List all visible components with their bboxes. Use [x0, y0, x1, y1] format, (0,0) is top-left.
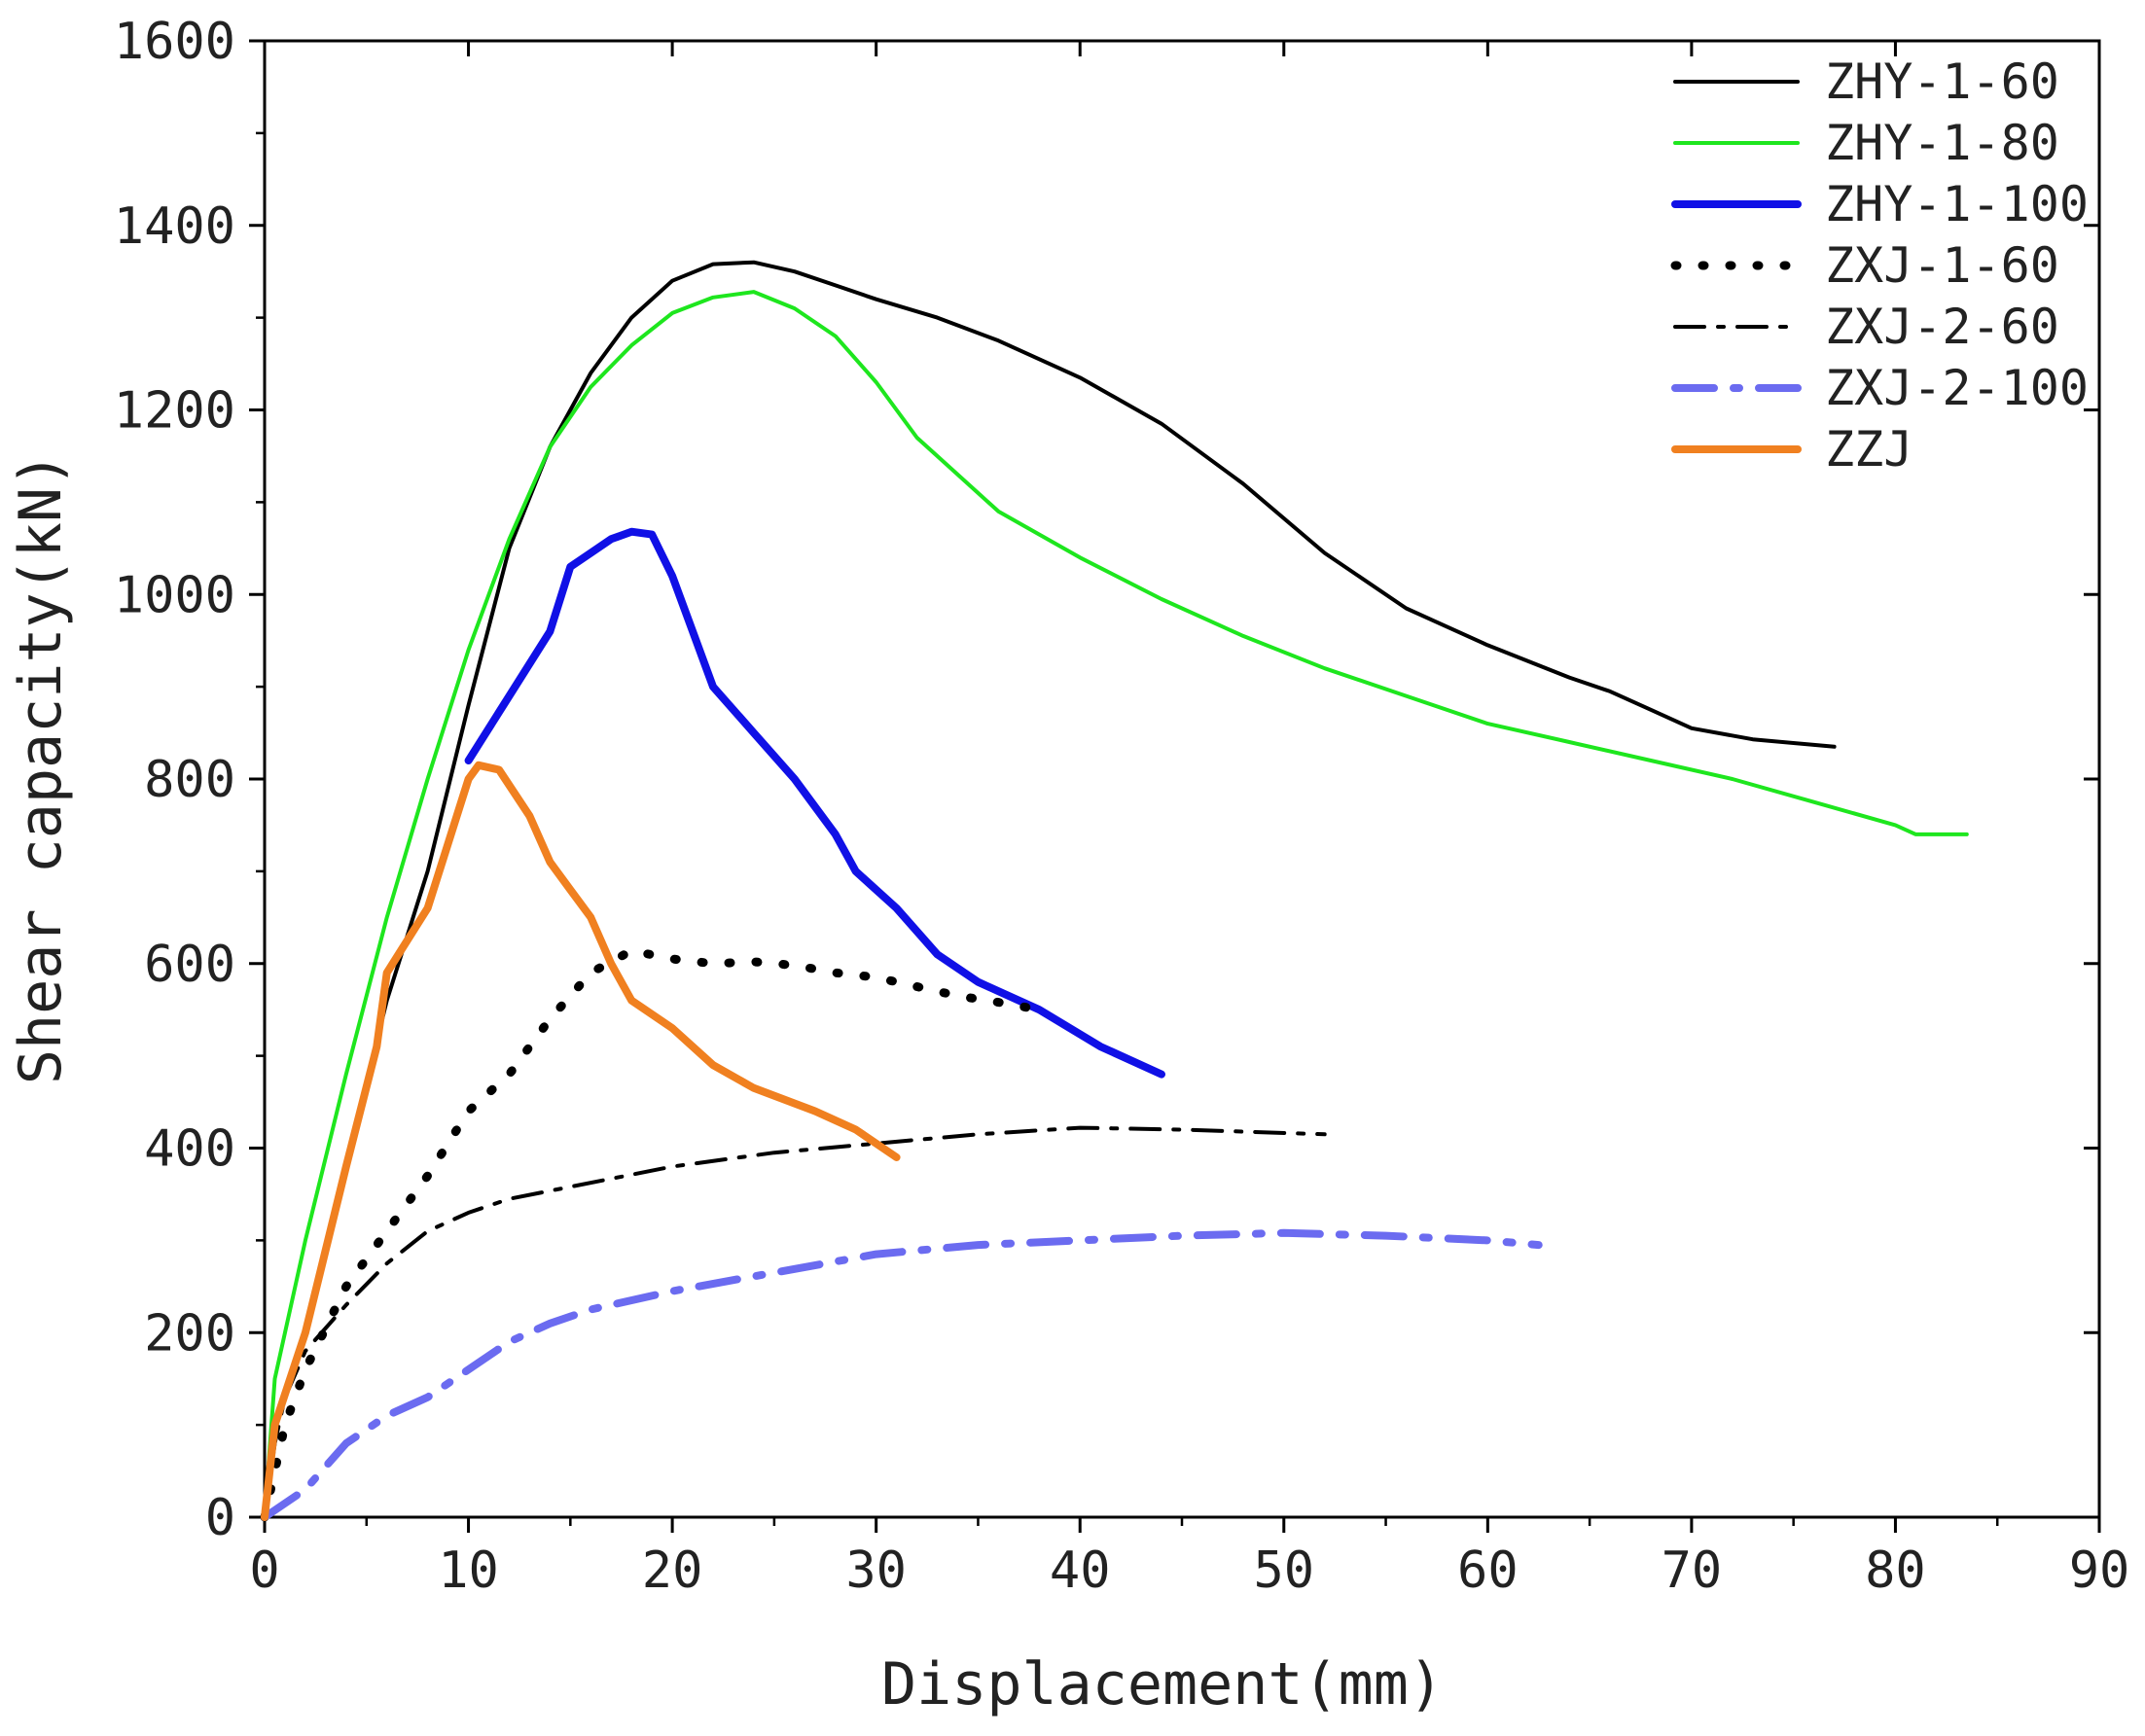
x-tick-label: 70 — [1662, 1541, 1723, 1600]
legend-label-zxj-2-60: ZXJ-2-60 — [1825, 299, 2059, 355]
y-tick-label: 200 — [144, 1304, 235, 1363]
x-tick-label: 10 — [438, 1541, 499, 1600]
legend-label-zzj: ZZJ — [1825, 421, 1913, 478]
legend-label-zhy-1-100: ZHY-1-100 — [1825, 176, 2089, 232]
legend: ZHY-1-60ZHY-1-80ZHY-1-100ZXJ-1-60ZXJ-2-6… — [1670, 53, 2089, 478]
x-axis-title: Displacement(mm) — [881, 1650, 1444, 1718]
y-tick-label: 600 — [144, 936, 235, 994]
y-tick-label: 1000 — [114, 566, 235, 624]
series-line-zxj-2-60 — [263, 1125, 1327, 1519]
x-tick-label: 60 — [1457, 1541, 1519, 1600]
y-tick-label: 1400 — [114, 197, 235, 256]
series-line-zhy-1-60 — [263, 260, 1837, 1519]
y-axis-title: Shear capacity(kN) — [7, 452, 75, 1084]
legend-label-zxj-2-100: ZXJ-2-100 — [1825, 360, 2089, 416]
series-line-zxj-2-100 — [261, 1228, 1543, 1521]
x-tick-label: 20 — [642, 1541, 703, 1600]
y-tick-label: 800 — [144, 751, 235, 809]
x-tick-label: 50 — [1253, 1541, 1314, 1600]
series-layer — [260, 260, 1969, 1522]
x-tick-label: 30 — [845, 1541, 907, 1600]
y-tick-label: 400 — [144, 1120, 235, 1179]
series-line-zxj-1-60 — [260, 946, 1044, 1522]
x-tick-label: 40 — [1050, 1541, 1111, 1600]
series-line-zzj — [261, 761, 901, 1521]
y-tick-label: 1600 — [114, 13, 235, 71]
x-tick-label: 90 — [2069, 1541, 2130, 1600]
y-tick-label: 1200 — [114, 382, 235, 441]
x-tick-label: 0 — [249, 1541, 279, 1600]
legend-label-zhy-1-80: ZHY-1-80 — [1825, 115, 2059, 171]
series-line-zhy-1-100 — [464, 527, 1165, 1079]
ticks: 0 10 20 30 40 50 60 70 80 90 0 200 400 600 800 1000 1200… — [114, 13, 2130, 1600]
x-tick-label: 80 — [1865, 1541, 1926, 1600]
legend-label-zhy-1-60: ZHY-1-60 — [1825, 53, 2059, 110]
y-tick-label: 0 — [205, 1489, 235, 1547]
legend-label-zxj-1-60: ZXJ-1-60 — [1825, 237, 2059, 294]
series-line-zhy-1-80 — [263, 290, 1969, 1519]
